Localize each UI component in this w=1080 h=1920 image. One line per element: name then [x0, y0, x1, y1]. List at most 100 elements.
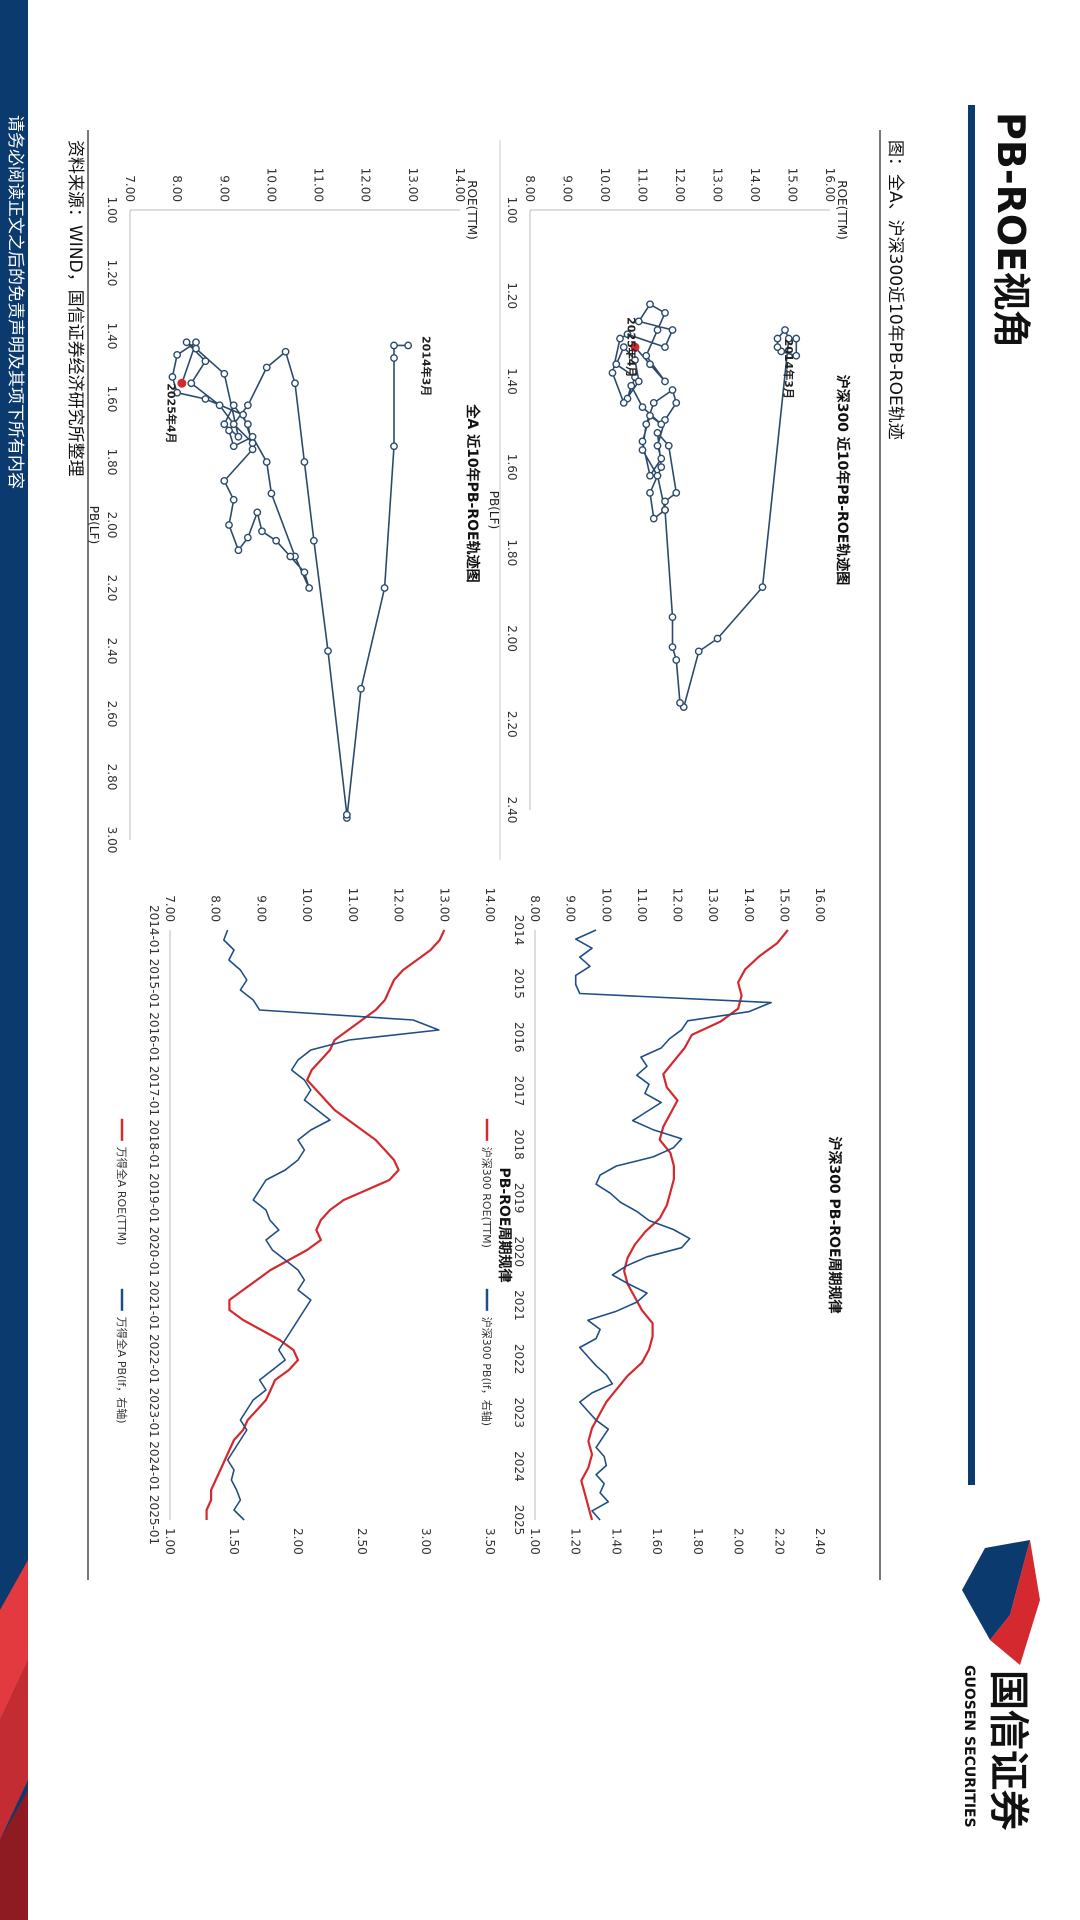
x-tick-label: 1.40 [105, 323, 119, 350]
trajectory-point [631, 356, 639, 364]
chart-title: 沪深300 近10年PB-ROE轨迹图 [834, 375, 851, 586]
trajectory-point [653, 441, 662, 450]
y-tick-label: 13.00 [406, 168, 420, 202]
trajectory-point [229, 420, 238, 429]
trajectory-point [646, 360, 654, 369]
x-tick-label: 2017-01 [147, 1066, 161, 1116]
y-tick-label: 7.00 [123, 175, 137, 202]
trajectory-point [192, 338, 200, 347]
trajectory-point [234, 432, 243, 441]
x-tick-label: 2023-01 [147, 1388, 161, 1438]
trajectory-point [668, 386, 677, 394]
x-tick-label: 2018-01 [147, 1119, 161, 1169]
trajectory-point [390, 354, 398, 362]
trajectory-point [661, 506, 669, 514]
allA-trajectory-chart: 1.00 1.20 1.40 1.60 1.80 2.00 2.20 2.40 2.60 2.80… [87, 168, 481, 854]
y-right-tick-label: 1.00 [163, 1528, 177, 1555]
y-right-tick-label: 2.50 [355, 1528, 369, 1555]
y-left-tick-label: 12.00 [671, 888, 685, 922]
annotation: 2025年4月 [165, 383, 179, 443]
trajectory-point [262, 458, 271, 466]
x-tick-label: 2015 [512, 968, 526, 999]
trajectory-point [182, 338, 191, 347]
y-axis-label: ROE(TTM) [465, 180, 479, 240]
y-tick-label: 14.00 [748, 168, 762, 202]
legend-label: 万得全A ROE(TTM) [115, 1147, 129, 1246]
trajectory-point [649, 514, 658, 523]
annotation: 2025年4月 [625, 317, 639, 377]
hs300-cycle-chart: 2014 2015 2016 2017 2018 2019 2020 2021 2022 2023… [480, 888, 843, 1555]
y-right-tick-label: 1.20 [569, 1528, 583, 1555]
trajectory-line [171, 341, 409, 819]
x-tick-label: 2017 [512, 1076, 526, 1107]
trajectory-point [661, 497, 669, 506]
trajectory-point [713, 634, 722, 643]
series-line [580, 929, 789, 1521]
trajectory-point [229, 495, 238, 504]
trajectory-point [291, 379, 299, 388]
trajectory-point [357, 684, 365, 693]
trajectory-point [305, 584, 314, 592]
trajectory-point [792, 351, 801, 360]
x-tick-label: 2.00 [505, 625, 519, 652]
trajectory-point [668, 643, 677, 652]
y-tick-label: 10.00 [598, 168, 612, 202]
x-tick-label: 2019 [512, 1183, 526, 1214]
trajectory-point [380, 584, 389, 592]
trajectory-point [215, 401, 224, 410]
trajectory-point [309, 536, 318, 545]
trajectory-point [187, 379, 196, 388]
y-left-tick-label: 7.00 [163, 895, 177, 922]
trajectory-point [272, 536, 281, 545]
trajectory-point [657, 463, 666, 472]
trajectory-point [286, 552, 295, 561]
trajectory-point [668, 613, 677, 622]
trajectory-point [239, 410, 248, 419]
y-right-tick-label: 1.60 [650, 1528, 664, 1555]
trajectory-point [784, 334, 793, 343]
trajectory-point [300, 458, 309, 466]
trajectory-point [390, 341, 398, 350]
figure-caption: 图：全A、沪深300近10年PB-ROE轨迹 [885, 140, 905, 440]
series-line [223, 929, 440, 1521]
y-left-tick-label: 11.00 [635, 888, 649, 922]
y-right-tick-label: 1.40 [609, 1528, 623, 1555]
trajectory-point [262, 363, 271, 372]
y-axis-label: ROE(TTM) [835, 180, 849, 240]
trajectory-point [642, 420, 651, 429]
trajectory-point [773, 334, 782, 343]
x-tick-label: 1.60 [505, 454, 519, 481]
trajectory-point [300, 568, 309, 577]
trajectory-point [404, 341, 413, 350]
y-tick-label: 12.00 [359, 168, 373, 202]
x-tick-label: 1.20 [505, 282, 519, 309]
y-left-tick-label: 16.00 [813, 888, 827, 922]
x-tick-label: 2023 [512, 1397, 526, 1428]
y-tick-label: 11.00 [312, 168, 326, 202]
trajectory-point [390, 442, 398, 451]
trajectory-point [243, 533, 252, 542]
annotation: 2014年3月 [419, 336, 433, 396]
trajectory-point [781, 326, 789, 334]
title-rule [968, 105, 975, 1485]
trajectory-point [342, 810, 351, 819]
trajectory-point [773, 343, 782, 352]
y-left-tick-label: 9.00 [254, 895, 268, 922]
trajectory-point [653, 428, 662, 437]
y-right-tick-label: 2.00 [291, 1528, 305, 1555]
y-left-tick-label: 10.00 [300, 888, 314, 922]
x-tick-label: 2021-01 [147, 1280, 161, 1330]
chart-title: 全A 近10年PB-ROE轨迹图 [464, 403, 481, 582]
x-tick-label: 2022-01 [147, 1334, 161, 1384]
trajectory-point [646, 300, 654, 309]
legend-label: 沪深300 PB(lf，右轴) [480, 1317, 494, 1426]
x-tick-label: 2022 [512, 1344, 526, 1375]
trajectory-point [619, 343, 628, 352]
trajectory-point [608, 368, 617, 377]
x-tick-label: 2019-01 [147, 1173, 161, 1223]
trajectory-point [627, 381, 636, 390]
trajectory-point [616, 334, 624, 343]
x-tick-label: 2020 [512, 1237, 526, 1268]
logo-mark-icon [962, 1540, 1040, 1665]
